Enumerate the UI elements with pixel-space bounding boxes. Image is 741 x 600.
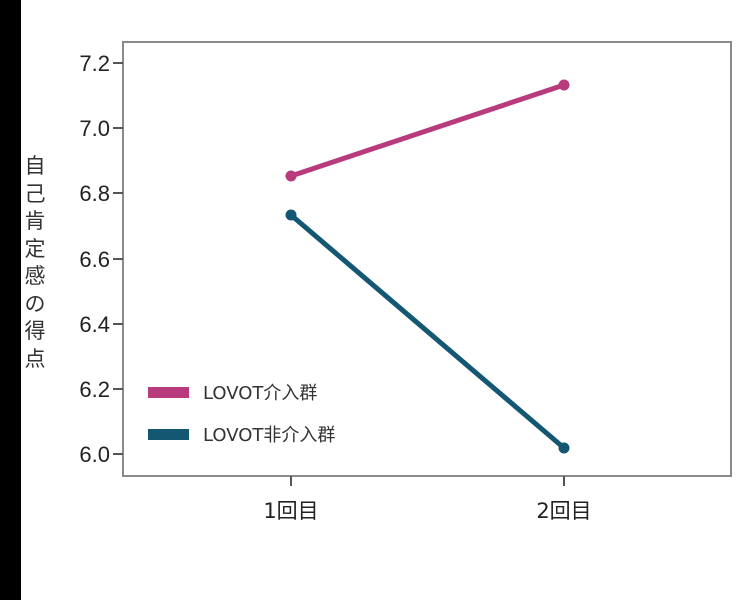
series-intervention [285,79,570,182]
data-point [558,442,570,454]
legend-swatch-non-intervention [148,429,189,440]
legend-label-intervention: LOVOT介入群 [203,383,317,404]
y-tick-label: 6.4 [79,312,110,337]
data-point [558,79,570,91]
y-tick-labels: 7.2 7.0 6.8 6.6 6.4 6.2 6.0 [79,51,110,467]
y-axis-label: 自己肯定感の得点 [24,154,46,371]
y-tick-label: 6.0 [79,442,110,467]
left-black-bar [0,0,21,600]
legend-label-non-intervention: LOVOT非介入群 [203,425,335,446]
y-tick-label: 6.6 [79,247,110,272]
legend-swatch-intervention [148,387,189,398]
x-tick-labels: 1回目 2回目 [263,499,591,523]
y-axis [113,62,123,455]
series-non-intervention [285,209,570,454]
x-axis [290,476,565,486]
y-tick-label: 6.2 [79,377,110,402]
data-point [285,209,297,221]
legend: LOVOT介入群 LOVOT非介入群 [148,383,335,446]
data-point [285,170,297,182]
y-tick-label: 6.8 [79,181,110,206]
y-tick-label: 7.0 [79,116,110,141]
x-tick-label-1: 1回目 [263,499,318,523]
y-tick-label: 7.2 [79,51,110,76]
plot-frame [122,41,732,477]
x-tick-label-2: 2回目 [536,499,591,523]
